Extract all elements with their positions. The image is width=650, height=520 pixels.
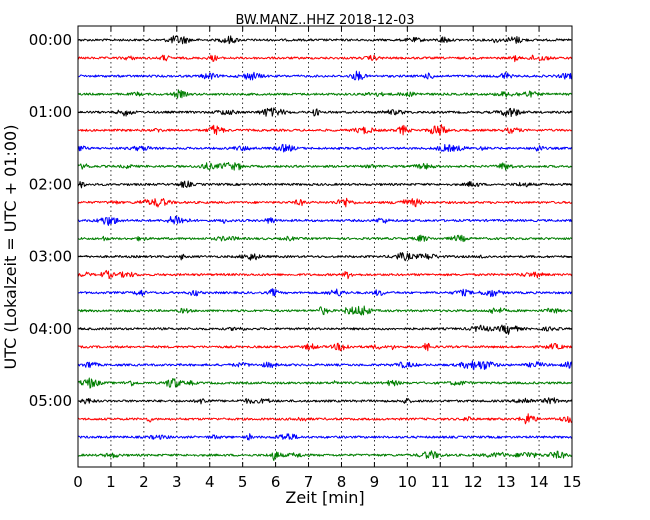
seismogram-trace [77,197,573,208]
x-tick-label: 6 [271,473,281,491]
x-tick-label: 11 [431,473,450,491]
seismogram-traces [77,35,573,462]
seismogram-trace [77,123,573,136]
seismogram-trace [77,107,573,118]
x-tick-label: 1 [106,473,116,491]
seismogram-trace [77,324,573,335]
seismogram-trace [77,215,573,226]
y-axis-ticks: 00:00 01:00 02:00 03:00 04:00 05:00 [29,31,572,410]
y-tick-label: 05:00 [29,392,72,410]
x-tick-label: 13 [497,473,516,491]
seismogram-trace [77,450,573,462]
x-axis-label: Zeit [min] [285,488,364,507]
x-tick-label: 10 [398,473,417,491]
seismogram-trace [77,143,573,153]
seismogram-trace [78,70,573,81]
x-tick-label: 5 [238,473,248,491]
x-tick-label: 12 [464,473,483,491]
seismogram-trace [77,397,573,405]
x-tick-label: 14 [530,473,549,491]
x-tick-label: 0 [73,473,83,491]
y-tick-label: 02:00 [29,175,72,193]
y-tick-label: 00:00 [29,31,72,49]
y-tick-label: 01:00 [29,103,72,121]
plot-frame [77,25,573,468]
x-tick-label: 4 [205,473,215,491]
seismogram-trace [77,305,573,316]
seismogram-trace [77,433,573,441]
seismogram-trace [77,269,573,280]
seismogram-trace [77,234,573,243]
seismogram-trace [77,252,573,262]
seismogram-trace [77,377,573,389]
y-tick-label: 03:00 [29,248,72,266]
x-tick-label: 8 [337,473,347,491]
seismogram-trace [77,35,573,45]
seismogram-trace [77,89,573,99]
x-tick-label: 15 [562,473,581,491]
x-tick-label: 3 [172,473,182,491]
chart-title: BW.MANZ..HHZ 2018-12-03 [235,13,414,28]
x-tick-label: 9 [370,473,380,491]
vertical-gridlines [110,26,540,467]
y-axis-label: UTC (Lokalzeit = UTC + 01:00) [1,125,20,370]
x-tick-label: 7 [304,473,314,491]
seismogram-trace [77,288,573,298]
x-axis-ticks: 0 1 2 3 4 5 6 7 8 9 10 11 12 13 14 15 [73,26,582,491]
seismogram-trace [77,180,573,189]
seismogram-trace [77,413,573,425]
y-tick-label: 04:00 [29,320,72,338]
seismogram-trace [77,342,573,352]
seismogram-trace [77,161,573,171]
seismogram-trace [77,54,573,63]
seismogram-trace [77,360,573,371]
x-tick-label: 2 [139,473,149,491]
